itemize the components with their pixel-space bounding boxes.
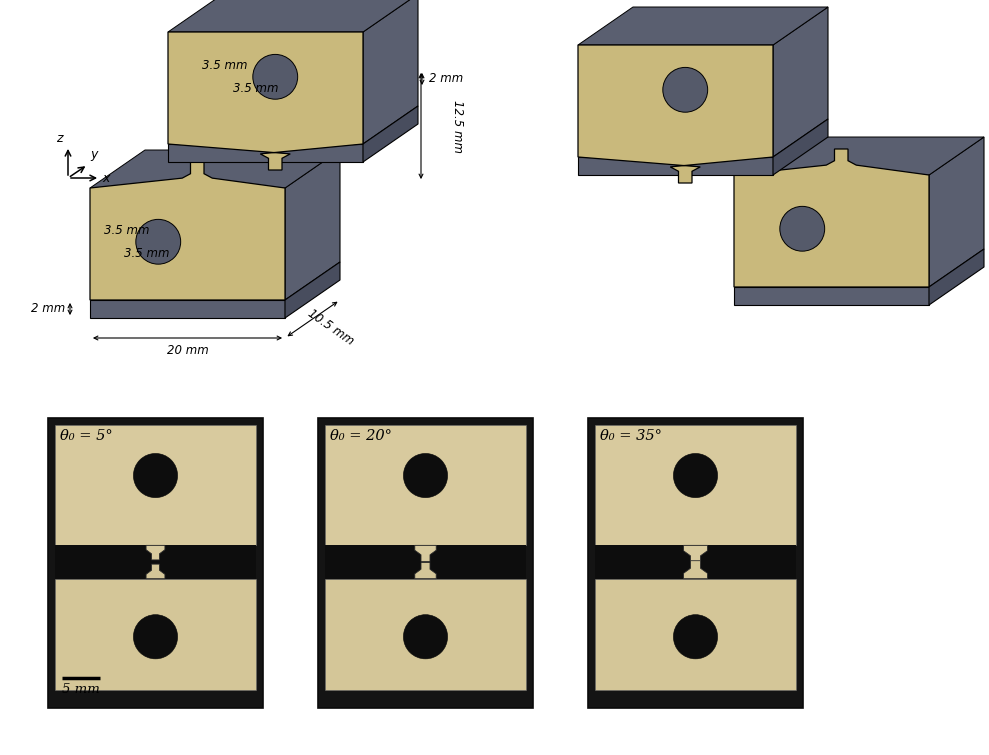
Polygon shape — [363, 106, 418, 162]
Bar — [48, 418, 263, 708]
Polygon shape — [929, 137, 984, 287]
Text: 5 mm: 5 mm — [62, 683, 100, 696]
Bar — [318, 418, 533, 708]
Bar — [325, 545, 526, 578]
Ellipse shape — [134, 615, 178, 659]
Ellipse shape — [663, 67, 708, 112]
Polygon shape — [168, 32, 363, 170]
Text: 3.5 mm: 3.5 mm — [202, 59, 247, 72]
Bar — [55, 545, 256, 578]
Polygon shape — [90, 150, 340, 188]
Bar — [595, 545, 796, 578]
Bar — [55, 578, 256, 690]
Ellipse shape — [404, 615, 448, 659]
Ellipse shape — [404, 454, 448, 498]
Polygon shape — [734, 149, 929, 287]
Polygon shape — [146, 545, 165, 560]
Polygon shape — [285, 262, 340, 318]
Bar — [595, 425, 796, 545]
Polygon shape — [578, 7, 828, 45]
Text: 10.5 mm: 10.5 mm — [305, 307, 356, 347]
Ellipse shape — [134, 454, 178, 498]
Polygon shape — [168, 144, 363, 162]
Polygon shape — [734, 287, 929, 305]
Text: 12.5 mm: 12.5 mm — [452, 100, 465, 153]
Polygon shape — [285, 150, 340, 300]
Bar — [325, 425, 526, 545]
Text: 3.5 mm: 3.5 mm — [104, 224, 149, 237]
Bar — [55, 425, 256, 545]
Polygon shape — [363, 0, 418, 144]
Text: x: x — [102, 172, 110, 185]
Text: 2 mm: 2 mm — [429, 72, 463, 85]
Text: y: y — [90, 147, 97, 161]
Ellipse shape — [674, 454, 718, 498]
Text: θ₀ = 35°: θ₀ = 35° — [600, 429, 662, 443]
Ellipse shape — [135, 220, 181, 264]
Ellipse shape — [253, 54, 298, 99]
Bar — [588, 418, 803, 708]
Polygon shape — [683, 545, 707, 563]
Text: 20 mm: 20 mm — [166, 344, 209, 356]
Text: 2 mm: 2 mm — [31, 303, 65, 316]
Text: 3.5 mm: 3.5 mm — [233, 82, 279, 95]
Polygon shape — [734, 137, 984, 175]
Polygon shape — [578, 45, 773, 183]
Text: θ₀ = 5°: θ₀ = 5° — [60, 429, 113, 443]
Polygon shape — [146, 564, 165, 578]
Polygon shape — [773, 7, 828, 157]
Polygon shape — [929, 249, 984, 305]
Bar — [595, 578, 796, 690]
Ellipse shape — [674, 615, 718, 659]
Text: z: z — [56, 132, 62, 145]
Polygon shape — [90, 162, 285, 300]
Polygon shape — [414, 545, 436, 562]
Text: 3.5 mm: 3.5 mm — [125, 247, 170, 260]
Polygon shape — [168, 0, 418, 32]
Polygon shape — [683, 561, 707, 578]
Polygon shape — [90, 300, 285, 318]
Ellipse shape — [779, 206, 825, 251]
Polygon shape — [773, 119, 828, 175]
Polygon shape — [578, 157, 773, 175]
Polygon shape — [414, 562, 436, 578]
Text: θ₀ = 20°: θ₀ = 20° — [330, 429, 392, 443]
Bar — [325, 578, 526, 690]
